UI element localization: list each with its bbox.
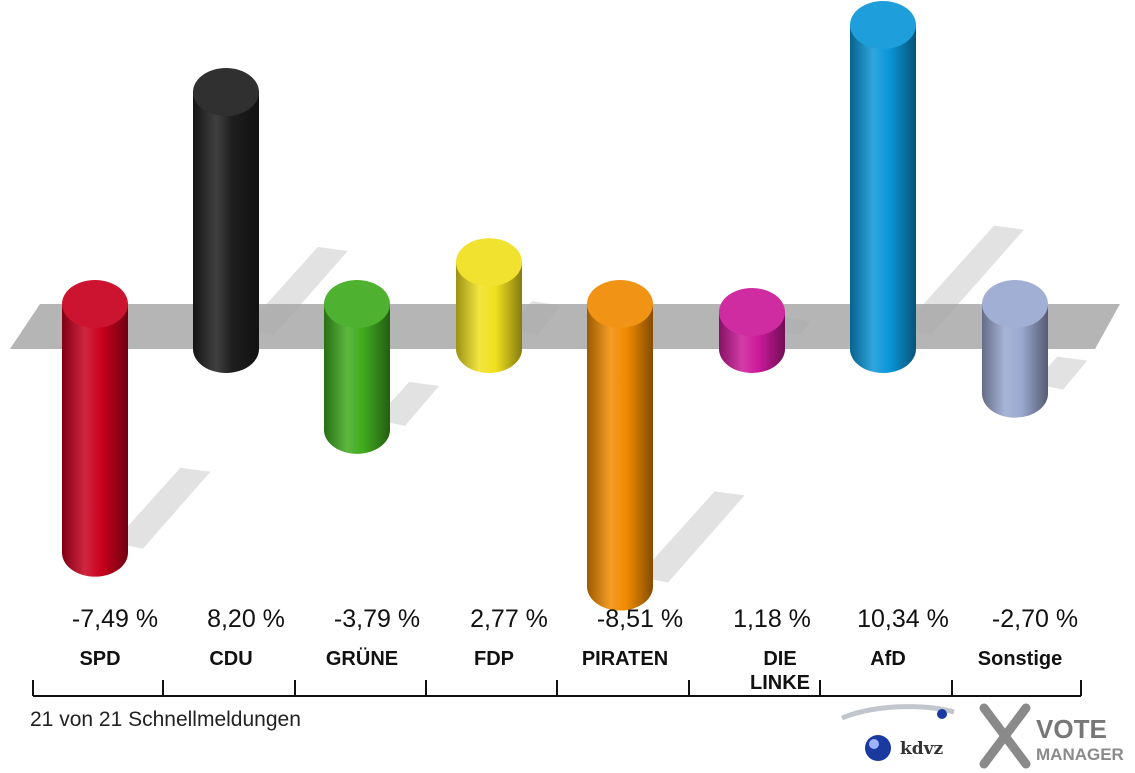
bar [587,304,653,611]
bars [62,1,1048,611]
bar-chart: -7,49 % 8,20 % -3,79 % 2,77 % -8,51 % 1,18 % 1… [10,1,1120,697]
bar [324,304,390,454]
value-label: -7,49 % [72,605,158,633]
kdvz-logo: kdvz [841,704,955,761]
category-brackets [32,680,1082,697]
value-label: -8,51 % [597,605,683,633]
category-label: Sonstige [978,648,1062,670]
bar-shadow [113,467,211,549]
vote-logo-text: VOTE [1036,714,1107,744]
category-label: DIE [763,648,796,670]
category-label: FDP [474,648,514,670]
value-labels: -7,49 % 8,20 % -3,79 % 2,77 % -8,51 % 1,18 % 1… [72,605,1078,633]
bar-cap [324,280,390,328]
bar [850,25,916,373]
bar-cap [850,1,916,49]
value-label: -2,70 % [992,605,1078,633]
bar-cap [719,288,785,337]
category-label: PIRATEN [582,648,668,670]
value-label: 2,77 % [470,605,548,633]
bar [193,92,259,373]
bar [456,262,522,373]
bar-cap [982,280,1048,328]
kdvz-logo-text: kdvz [900,739,944,759]
logos: kdvz VOTE MANAGER [841,703,1124,769]
category-label: AfD [870,648,906,670]
report-status: 21 von 21 Schnellmeldungen [30,708,301,731]
bar-cap [62,280,128,328]
vote-manager-logo: VOTE MANAGER [979,703,1124,769]
manager-logo-text: MANAGER [1036,745,1124,764]
value-label: 8,20 % [207,605,285,633]
value-label: 10,34 % [857,605,949,633]
bar [62,304,128,577]
category-label: LINKE [750,672,810,694]
bar-cap [587,280,653,328]
category-bracket [32,680,1082,697]
baseline-plane [10,304,1120,349]
category-label: GRÜNE [326,647,398,670]
bar-shadow [375,381,440,426]
bar-shadow [638,491,745,583]
bar-cap [456,238,522,287]
bar-cap [193,68,259,117]
value-label: 1,18 % [733,605,811,633]
category-label: SPD [79,648,120,670]
category-label: CDU [209,648,252,670]
bar [982,304,1048,418]
value-label: -3,79 % [334,605,420,633]
